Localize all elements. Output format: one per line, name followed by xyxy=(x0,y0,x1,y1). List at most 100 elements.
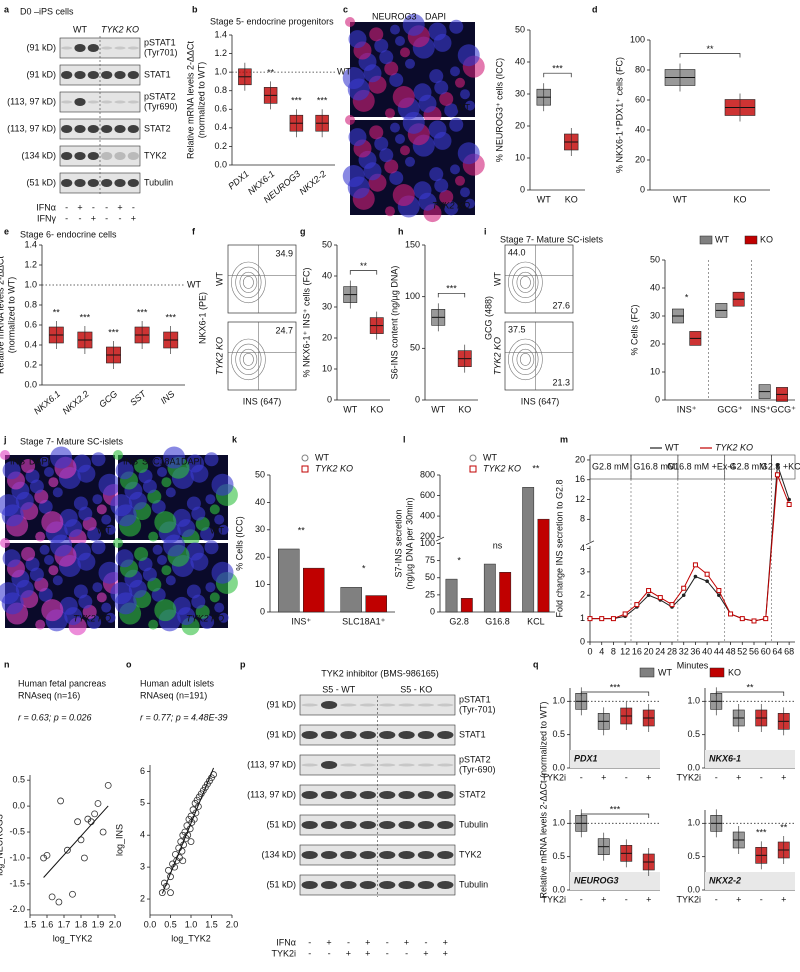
cell-stain xyxy=(44,555,54,565)
data-point xyxy=(693,574,698,579)
cell-stain xyxy=(379,148,394,163)
gene-label: NKX6-1 xyxy=(709,753,741,763)
cell-stain xyxy=(165,487,176,498)
y-tick-label: 1.0 xyxy=(687,818,700,828)
cell-stain xyxy=(39,456,50,467)
significance: ** xyxy=(53,307,61,317)
protein-label: STAT2 xyxy=(459,789,486,799)
statistic: r = 0.63; p = 0.026 xyxy=(18,712,92,722)
blot-band xyxy=(417,763,435,767)
y-tick-label: 3 xyxy=(580,566,585,576)
cell-stain xyxy=(218,612,229,623)
phase-label: G2.8 mM xyxy=(592,461,629,471)
cell-stain xyxy=(209,504,220,515)
cell-stain xyxy=(392,184,415,207)
y-tick-label: 40 xyxy=(255,497,265,507)
group-label: WT xyxy=(492,272,502,286)
cell-stain xyxy=(154,599,177,622)
blot-band xyxy=(87,152,99,160)
y-tick-label: 1.0 xyxy=(214,67,227,77)
cell-stain xyxy=(161,477,172,488)
x-tick-label: 52 xyxy=(737,646,747,656)
protein-label: (Tyr701) xyxy=(144,47,178,57)
cell-stain xyxy=(35,531,46,542)
data-point xyxy=(194,803,202,810)
blot-band xyxy=(398,763,415,767)
blot-band xyxy=(340,791,357,799)
cell-stain xyxy=(428,22,447,41)
cell-stain xyxy=(163,446,186,469)
cell-stain xyxy=(450,66,460,77)
x-tick-label: 64 xyxy=(772,646,782,656)
cell-stain xyxy=(465,198,475,209)
significance: ** xyxy=(267,68,275,78)
y-tick-label: 0.8 xyxy=(214,85,227,95)
panel-letter: m xyxy=(560,434,568,444)
blot-band xyxy=(101,100,113,104)
cell-stain xyxy=(186,496,201,511)
contour xyxy=(235,343,262,376)
cell-stain xyxy=(345,17,355,27)
axis-label: log_INS xyxy=(114,824,124,856)
cell-stain xyxy=(390,122,400,133)
cell-stain xyxy=(101,602,112,613)
blot-band xyxy=(61,179,73,187)
data-point xyxy=(179,857,187,865)
y-tick-label: 0.4 xyxy=(214,122,227,132)
significance-bracket xyxy=(580,691,650,696)
x-tick-label: + xyxy=(601,894,606,904)
treatment-sign: - xyxy=(328,948,331,958)
kd-label: (91 kD) xyxy=(26,69,56,79)
significance: *** xyxy=(610,804,621,814)
flow-plot xyxy=(504,321,574,391)
kd-label: (51 kD) xyxy=(266,819,296,829)
panel-letter: i xyxy=(484,226,487,236)
cell-stain xyxy=(157,467,167,477)
gene-bar xyxy=(570,750,660,768)
blot-band xyxy=(340,731,357,739)
data-point xyxy=(94,800,102,807)
y-tick-label: 0.6 xyxy=(214,104,227,114)
axis-label: log_NEUROG3 xyxy=(0,814,4,876)
contour xyxy=(508,261,543,304)
x-tick-label: - xyxy=(625,772,628,782)
x-tick-label: + xyxy=(646,894,651,904)
cell-stain xyxy=(154,511,177,534)
x-tick-label: 44 xyxy=(714,646,724,656)
treatment-sign: - xyxy=(119,213,122,223)
x-tick-label: INS⁺ xyxy=(677,404,697,414)
blot-band xyxy=(320,731,338,739)
blot-band xyxy=(359,791,376,799)
cell-stain xyxy=(392,86,415,109)
blot-band xyxy=(114,152,126,160)
cell-stain xyxy=(450,164,460,175)
y-tick-label: 30 xyxy=(650,310,660,320)
bar xyxy=(278,548,300,613)
y-tick-label: 5 xyxy=(140,798,145,808)
blot-band xyxy=(87,125,99,133)
data-point xyxy=(728,611,734,617)
blot-band xyxy=(114,100,126,104)
blot-band xyxy=(101,179,113,187)
blot-band xyxy=(114,179,126,187)
group-label: TYK2 KO xyxy=(492,337,502,375)
x-tick-label: 2.0 xyxy=(109,919,122,929)
y-tick-label: 30 xyxy=(255,524,265,534)
axis-break xyxy=(435,536,445,542)
y-tick-label: 0.5 xyxy=(687,851,700,861)
y-tick-label: 0.5 xyxy=(552,851,565,861)
cell-stain xyxy=(73,542,91,561)
kd-label: (91 kD) xyxy=(266,699,296,709)
cell-stain xyxy=(413,181,432,200)
data-point xyxy=(739,616,745,622)
significance: *** xyxy=(552,64,563,74)
blot-band xyxy=(74,98,86,106)
data-point xyxy=(622,611,628,617)
blot-band xyxy=(417,731,435,739)
blot-band xyxy=(340,703,357,707)
cell-stain xyxy=(152,544,163,555)
data-point xyxy=(64,846,71,854)
x-tick-label: 32 xyxy=(679,646,689,656)
regression-line xyxy=(43,805,109,878)
contour xyxy=(512,343,539,376)
